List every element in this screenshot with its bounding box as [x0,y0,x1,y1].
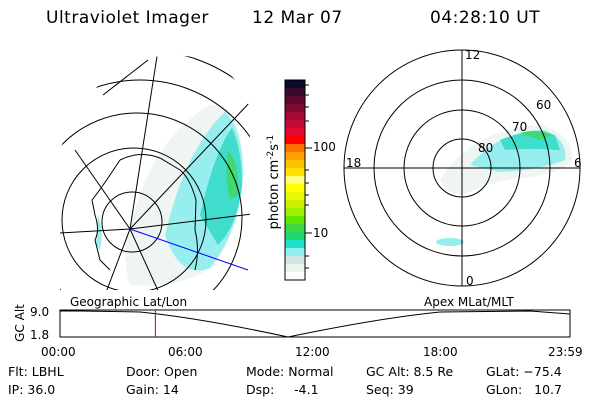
colorbar-tick-10: 10 [313,226,329,240]
seq-info: Seq: 39 [366,382,414,397]
colorbar-band [285,144,305,153]
glon-info: GLon: 10.7 [486,382,562,397]
colorbar-band [285,192,305,201]
colorbar-band [285,232,305,241]
filter-info: Flt: LBHL [8,364,64,379]
right-map-label: Apex MLat/MLT [424,295,514,309]
mlt-label-0: 0 [466,274,474,288]
colorbar-tick-100: 100 [313,140,336,154]
colorbar-band [285,176,305,185]
colorbar-band [285,184,305,193]
time-label: 04:28:10 UT [430,8,541,28]
instrument-title: Ultraviolet Imager [46,8,209,28]
colorbar-band [285,128,305,137]
colorbar-band [285,120,305,129]
colorbar-band [285,168,305,177]
polar-grid [343,49,581,287]
xtick-1200: 12:00 [295,345,330,359]
colorbar-band [285,208,305,217]
altitude-timeline [59,309,571,338]
sun-direction-line [129,228,249,271]
antarctica-coastline [91,154,198,271]
colorbar [285,80,305,281]
gain-info: Gain: 14 [126,382,179,397]
colorbar-band [285,200,305,209]
colorbar-band [285,112,305,121]
lat-label-70: 70 [512,120,528,134]
colorbar-band [285,248,305,257]
colorbar-band [285,88,305,97]
colorbar-band [285,272,305,281]
aurora-image-left [96,104,244,286]
colorbar-band [285,80,305,89]
colorbar-label: photon cm-2s-1 [265,134,283,230]
mode-info: Mode: Normal [246,364,334,379]
xtick-1800: 18:00 [423,345,458,359]
colorbar-band [285,152,305,161]
colorbar-band [285,224,305,233]
gc-alt-info: GC Alt: 8.5 Re [366,364,454,379]
ytick-1-8: 1.8 [30,328,50,342]
mlt-label-12: 12 [465,48,481,62]
mlt-label-6: 6 [574,156,582,170]
colorbar-band [285,240,305,249]
xtick-0000: 00:00 [41,345,76,359]
colorbar-band [285,104,305,113]
colorbar-band [285,136,305,145]
mlt-label-18: 18 [346,156,362,170]
timeline-ylabel: GC Alt [13,304,27,342]
aurora-image-right [436,125,573,246]
colorbar-band [285,264,305,273]
xtick-2359: 23:59 [548,345,583,359]
colorbar-band [285,256,305,265]
glat-info: GLat: −75.4 [486,364,562,379]
colorbar-band [285,216,305,225]
door-info: Door: Open [126,364,198,379]
lat-label-60: 60 [536,98,552,112]
ip-info: IP: 36.0 [8,382,56,397]
lat-lon-grid [60,55,250,290]
dsp-info: Dsp: -4.1 [246,382,319,397]
altitude-curve [60,310,571,338]
colorbar-band [285,96,305,105]
colorbar-ticks [305,84,312,269]
colorbar-band [285,160,305,169]
left-map-label: Geographic Lat/Lon [70,295,188,309]
xtick-0600: 06:00 [168,345,203,359]
lat-label-80: 80 [478,141,494,155]
ytick-9: 9.0 [30,305,50,319]
date-label: 12 Mar 07 [252,8,343,28]
